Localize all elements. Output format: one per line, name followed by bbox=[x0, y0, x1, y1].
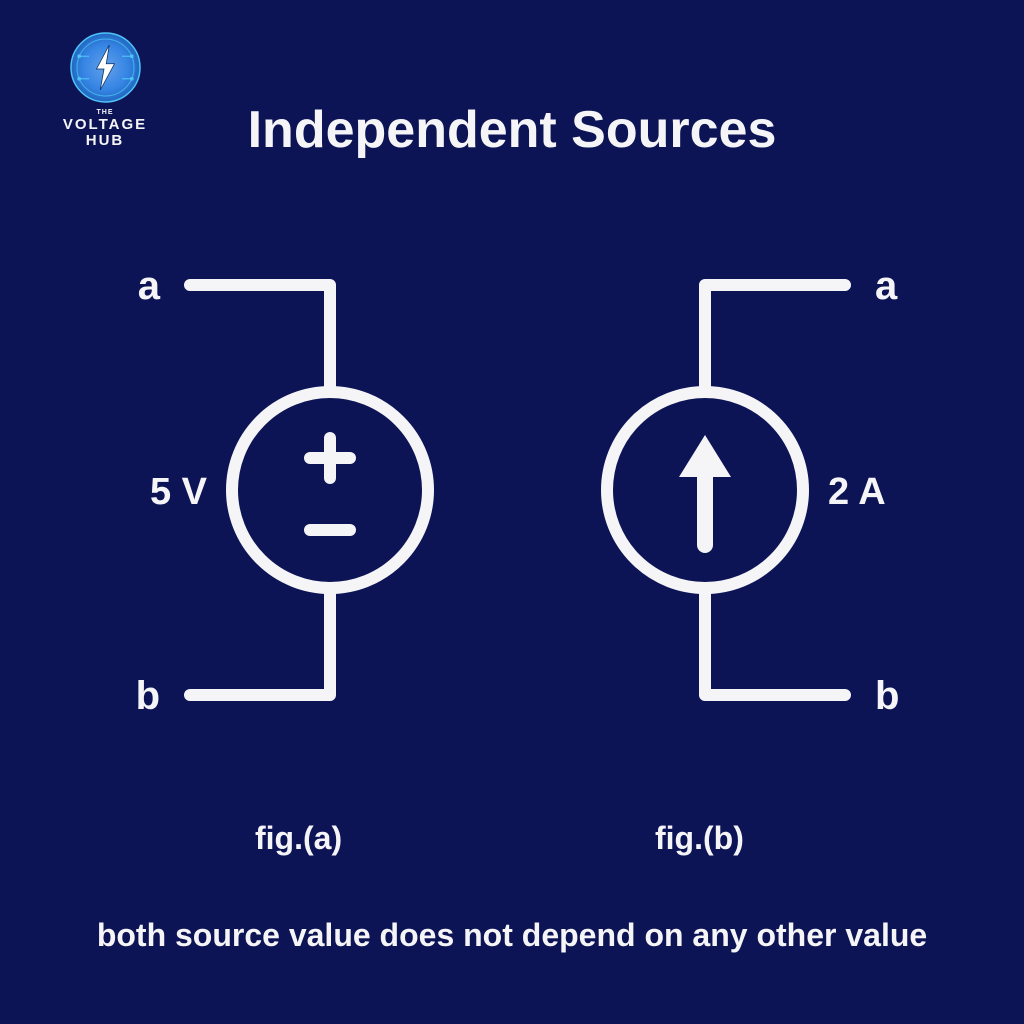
caption-fig-b: fig.(b) bbox=[655, 820, 744, 857]
logo-icon bbox=[68, 30, 143, 105]
diagram-container: a b 5 V a b 2 A bbox=[0, 220, 1024, 780]
svg-text:b: b bbox=[136, 674, 160, 718]
svg-text:2 A: 2 A bbox=[828, 471, 886, 513]
logo-badge bbox=[68, 30, 143, 105]
svg-text:a: a bbox=[875, 264, 898, 308]
footer-note: both source value does not depend on any… bbox=[0, 917, 1024, 954]
svg-text:5 V: 5 V bbox=[150, 471, 208, 513]
caption-fig-a: fig.(a) bbox=[255, 820, 342, 857]
page-title: Independent Sources bbox=[0, 100, 1024, 160]
svg-text:a: a bbox=[138, 264, 161, 308]
circuit-diagram: a b 5 V a b 2 A bbox=[0, 220, 1024, 780]
svg-text:b: b bbox=[875, 674, 899, 718]
